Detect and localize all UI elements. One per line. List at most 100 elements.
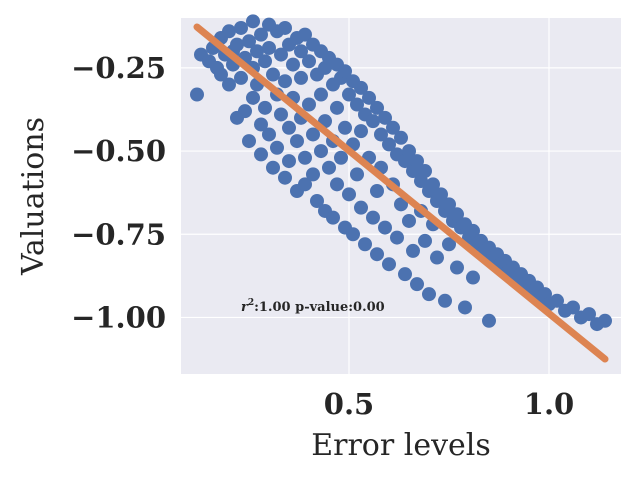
data-point <box>382 257 396 272</box>
data-point <box>282 120 296 135</box>
data-point <box>310 193 324 208</box>
data-point <box>370 100 384 115</box>
data-point <box>358 237 372 252</box>
r-symbol: r <box>241 300 249 315</box>
data-point <box>282 154 296 169</box>
data-point <box>274 107 288 122</box>
data-point <box>366 114 380 129</box>
data-point <box>254 27 268 42</box>
data-point <box>374 127 388 142</box>
data-point <box>302 54 316 69</box>
data-point <box>254 147 268 162</box>
data-point <box>398 267 412 282</box>
data-point <box>234 20 248 35</box>
data-point <box>190 87 204 102</box>
data-point <box>306 127 320 142</box>
data-point <box>390 230 404 245</box>
data-point <box>330 100 344 115</box>
data-point <box>230 37 244 52</box>
data-point <box>438 293 452 308</box>
x-tick-label: 1.0 <box>524 387 574 421</box>
data-point <box>354 124 368 139</box>
data-point <box>242 134 256 149</box>
fit-line <box>193 23 609 363</box>
data-point <box>338 120 352 135</box>
data-point <box>278 74 292 89</box>
data-point <box>566 300 580 315</box>
data-point <box>266 160 280 175</box>
y-tick-label: −0.25 <box>71 51 166 85</box>
data-point <box>386 120 400 135</box>
data-point <box>434 187 448 202</box>
data-point <box>350 167 364 182</box>
data-point <box>294 44 308 59</box>
y-tick-label: −0.50 <box>71 134 166 168</box>
data-point <box>342 87 356 102</box>
data-point <box>222 77 236 92</box>
y-tick-label: −1.00 <box>71 300 166 334</box>
data-point <box>274 47 288 62</box>
data-point <box>430 250 444 265</box>
data-point <box>322 160 336 175</box>
data-point <box>402 213 416 228</box>
data-point <box>290 134 304 149</box>
data-point <box>238 104 252 119</box>
data-point <box>442 197 456 212</box>
data-point <box>366 210 380 225</box>
data-point <box>442 237 456 252</box>
x-axis-title: Error levels <box>311 428 491 463</box>
data-point <box>330 177 344 192</box>
data-point <box>314 144 328 159</box>
data-point <box>466 270 480 285</box>
data-point <box>350 97 364 112</box>
data-point <box>466 223 480 238</box>
r-exponent: 2 <box>248 298 254 308</box>
data-point <box>426 177 440 192</box>
data-point <box>266 67 280 82</box>
data-point <box>234 70 248 85</box>
data-point <box>450 260 464 275</box>
data-point <box>298 177 312 192</box>
y-tick-label: −0.75 <box>71 217 166 251</box>
data-point <box>346 227 360 242</box>
data-point <box>402 144 416 159</box>
data-point <box>458 300 472 315</box>
data-point <box>418 233 432 248</box>
data-point <box>314 87 328 102</box>
data-point <box>250 44 264 59</box>
data-point <box>370 184 384 199</box>
data-point <box>354 200 368 215</box>
y-axis-title: Valuations <box>16 117 51 276</box>
scatter-points <box>190 14 612 332</box>
data-point <box>302 97 316 112</box>
data-point <box>306 167 320 182</box>
data-point <box>354 80 368 95</box>
x-tick-label: 0.5 <box>324 387 374 421</box>
data-point <box>258 54 272 69</box>
data-point <box>278 20 292 35</box>
y-tick-labels: −0.25 −0.50 −0.75 −1.00 <box>71 51 166 335</box>
data-point <box>482 313 496 328</box>
data-point <box>262 40 276 55</box>
stats-annotation: r2:1.00 p-value:0.00 <box>241 298 385 315</box>
data-point <box>334 150 348 165</box>
data-point <box>298 27 312 42</box>
data-point <box>246 14 260 29</box>
data-point <box>394 197 408 212</box>
data-point <box>370 247 384 262</box>
data-point <box>378 220 392 235</box>
data-point <box>342 187 356 202</box>
data-point <box>394 130 408 145</box>
data-point <box>258 100 272 115</box>
data-point <box>254 117 268 132</box>
data-point <box>214 67 228 82</box>
data-point <box>410 154 424 169</box>
data-point <box>362 90 376 105</box>
data-point <box>286 57 300 72</box>
data-point <box>382 137 396 152</box>
data-point <box>246 90 260 105</box>
data-point <box>450 207 464 222</box>
data-point <box>242 34 256 49</box>
data-point <box>410 277 424 292</box>
data-point <box>418 164 432 179</box>
